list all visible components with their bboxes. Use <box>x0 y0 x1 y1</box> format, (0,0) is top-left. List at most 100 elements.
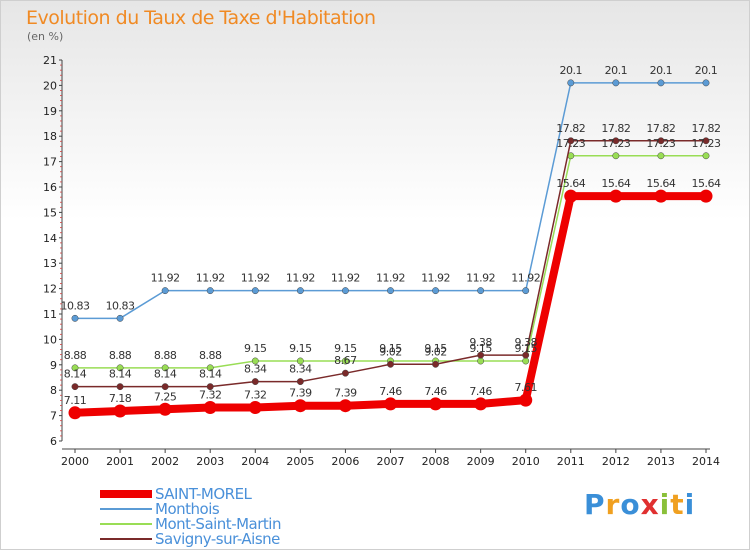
x-tick-label: 2006 <box>331 455 359 468</box>
data-point <box>699 189 713 203</box>
data-point <box>161 287 169 295</box>
data-label: 9.15 <box>379 342 402 355</box>
data-label: 11.92 <box>376 272 405 285</box>
data-point <box>158 402 172 416</box>
data-label: 7.18 <box>109 392 132 405</box>
legend-swatch <box>100 490 152 498</box>
x-tick-label: 2012 <box>602 455 630 468</box>
data-label: 11.92 <box>151 272 180 285</box>
data-point <box>341 369 349 377</box>
data-point <box>657 137 665 145</box>
data-point <box>432 360 440 368</box>
data-label: 10.83 <box>106 299 135 312</box>
data-point <box>71 364 79 372</box>
x-tick-label: 2009 <box>467 455 495 468</box>
data-point <box>68 406 82 420</box>
data-label: 17.23 <box>646 137 675 150</box>
data-point <box>206 383 214 391</box>
legend-item-monthois: Monthois <box>100 500 360 518</box>
data-point <box>251 287 259 295</box>
data-point <box>203 400 217 414</box>
data-point <box>429 397 443 411</box>
data-point <box>71 383 79 391</box>
data-label: 7.32 <box>199 388 222 401</box>
data-label: 11.92 <box>511 272 540 285</box>
y-tick-label: 19 <box>43 105 57 118</box>
data-label: 17.23 <box>601 137 630 150</box>
legend-item-saint-morel: SAINT-MOREL <box>100 485 360 503</box>
data-point <box>161 383 169 391</box>
data-label: 7.39 <box>289 387 312 400</box>
legend-label: Savigny-sur-Aisne <box>155 530 280 548</box>
legend-label: Monthois <box>155 500 220 518</box>
y-tick-label: 18 <box>43 130 57 143</box>
data-point <box>519 393 533 407</box>
data-point <box>113 404 127 418</box>
value-labels: 7.11 7.18 7.25 7.32 7.32 7.39 7.39 7.46 7.46 7.46… <box>61 64 722 407</box>
data-point <box>251 357 259 365</box>
chart-unit: (en %) <box>27 30 64 43</box>
y-tick-label: 13 <box>43 257 57 270</box>
y-tick-label: 8 <box>50 384 57 397</box>
data-label: 7.39 <box>334 387 357 400</box>
data-label: 17.82 <box>646 122 675 135</box>
data-label: 20.1 <box>560 64 583 77</box>
data-label: 8.14 <box>199 368 222 381</box>
x-tick-label: 2004 <box>241 455 269 468</box>
data-label: 8.34 <box>289 363 312 376</box>
data-label: 9.15 <box>469 342 492 355</box>
legend-swatch <box>100 523 152 525</box>
y-tick-label: 15 <box>43 206 57 219</box>
data-point <box>477 357 485 365</box>
logo-letter: P <box>584 488 606 521</box>
data-label: 17.23 <box>692 137 721 150</box>
x-tick-label: 2008 <box>422 455 450 468</box>
data-point <box>522 351 530 359</box>
y-tick-label: 14 <box>43 232 57 245</box>
data-label: 17.82 <box>601 122 630 135</box>
data-label: 9.02 <box>379 345 402 358</box>
x-tick-label: 2002 <box>151 455 179 468</box>
data-label: 9.15 <box>244 342 267 355</box>
y-tick-label: 11 <box>43 308 57 321</box>
x-tick-label: 2010 <box>512 455 540 468</box>
data-point <box>477 351 485 359</box>
data-label: 8.88 <box>154 349 177 362</box>
data-point <box>384 397 397 411</box>
data-label: 15.64 <box>601 177 630 190</box>
y-tick-label: 9 <box>50 359 57 372</box>
data-point <box>657 152 665 160</box>
data-label: 9.15 <box>514 342 537 355</box>
data-point <box>341 287 349 295</box>
data-point <box>522 287 530 295</box>
data-point <box>296 357 304 365</box>
data-label: 11.92 <box>331 272 360 285</box>
data-label: 7.61 <box>514 381 537 394</box>
data-point <box>341 357 349 365</box>
data-label: 9.38 <box>514 336 537 349</box>
data-label: 20.1 <box>650 64 673 77</box>
data-label: 17.82 <box>692 122 721 135</box>
logo-letter: r <box>605 488 621 521</box>
data-point <box>612 137 620 145</box>
legend-swatch <box>100 508 152 510</box>
data-label: 9.38 <box>469 336 492 349</box>
data-point <box>567 137 575 145</box>
data-point <box>477 287 485 295</box>
data-label: 8.34 <box>244 363 267 376</box>
data-point <box>522 357 530 365</box>
data-point <box>567 79 575 87</box>
data-label: 11.92 <box>466 272 495 285</box>
logo-letter: t <box>670 488 685 521</box>
legend-label: Mont-Saint-Martin <box>155 515 281 533</box>
y-tick-label: 17 <box>43 156 57 169</box>
data-label: 7.46 <box>424 385 447 398</box>
x-tick-label: 2003 <box>196 455 224 468</box>
axes: 6 7 8 9 10 11 12 13 14 15 16 17 18 19 20 21 2000 2001 2002… <box>43 54 720 468</box>
data-point <box>612 79 620 87</box>
data-label: 9.02 <box>424 345 447 358</box>
data-point <box>564 189 578 203</box>
data-label: 15.64 <box>692 177 721 190</box>
